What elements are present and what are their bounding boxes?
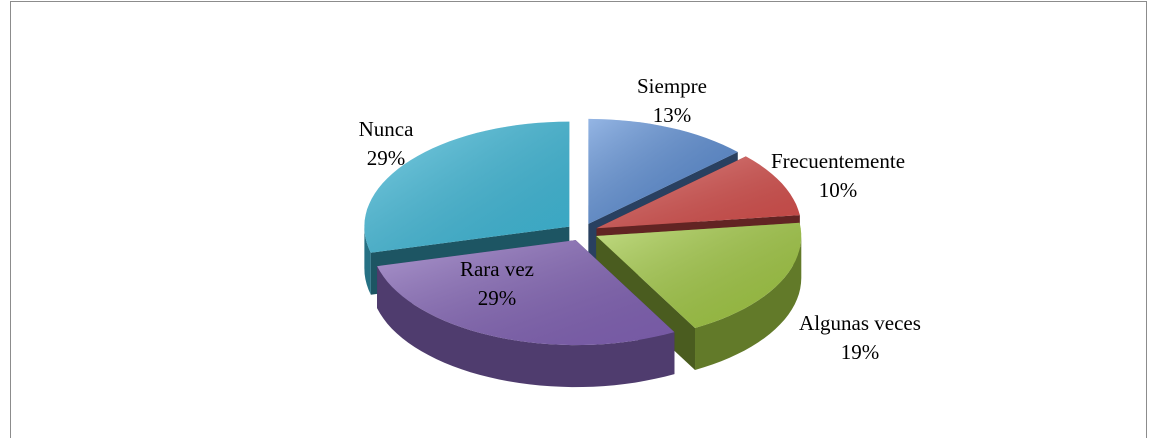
value-label: 10%	[819, 178, 858, 202]
slice-side	[377, 266, 675, 388]
slice	[377, 240, 675, 388]
category-label: Nunca	[359, 117, 414, 141]
pie	[364, 118, 802, 388]
value-label: 29%	[478, 286, 517, 310]
slice-shine	[596, 156, 800, 229]
slice-shine	[596, 222, 802, 328]
slice-side	[364, 226, 371, 295]
value-label: 29%	[367, 146, 406, 170]
value-label: 13%	[653, 103, 692, 127]
category-label: Algunas veces	[799, 311, 921, 335]
frame	[10, 1, 1147, 438]
category-label: Frecuentemente	[771, 149, 905, 173]
labels: Siempre 13% Frecuentemente 10% Algunas veces…	[359, 74, 921, 364]
slice-shine	[364, 121, 570, 253]
slice-shine	[377, 240, 675, 346]
category-label: Rara vez	[460, 257, 534, 281]
slice-side	[695, 236, 802, 371]
category-label: Siempre	[637, 74, 707, 98]
slice-shine	[588, 118, 738, 224]
slice	[596, 156, 800, 271]
value-label: 19%	[841, 340, 880, 364]
